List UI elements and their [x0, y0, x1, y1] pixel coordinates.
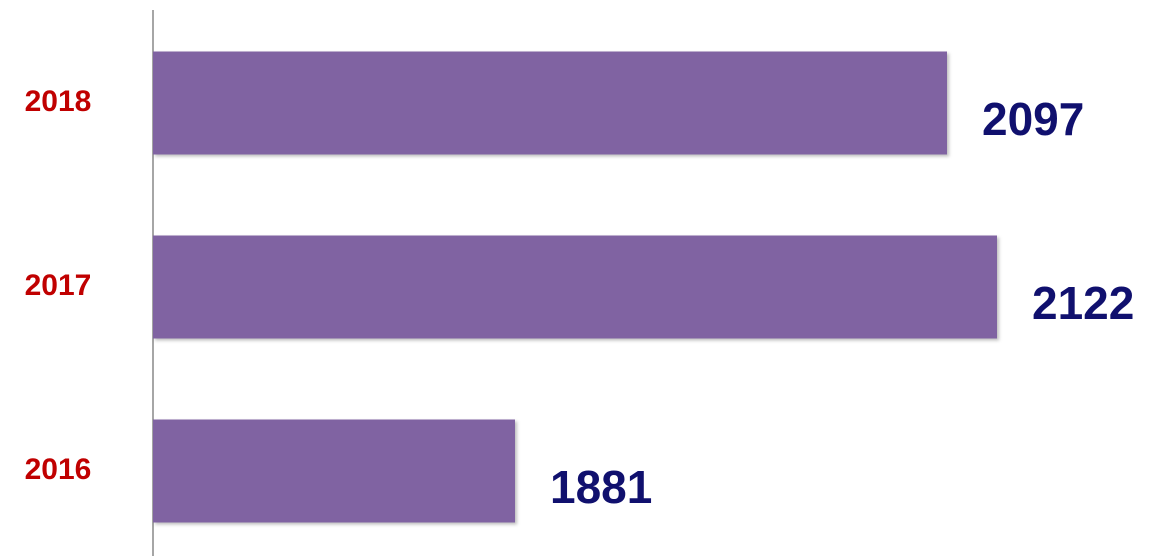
category-label: 2018 — [25, 85, 92, 118]
category-label: 2016 — [25, 453, 92, 486]
bar — [153, 419, 515, 523]
value-label: 2097 — [982, 93, 1084, 145]
value-label: 1881 — [550, 461, 652, 513]
value-label: 2122 — [1032, 277, 1134, 329]
bar — [153, 235, 997, 339]
category-label: 2017 — [25, 269, 92, 302]
bar — [153, 51, 947, 155]
